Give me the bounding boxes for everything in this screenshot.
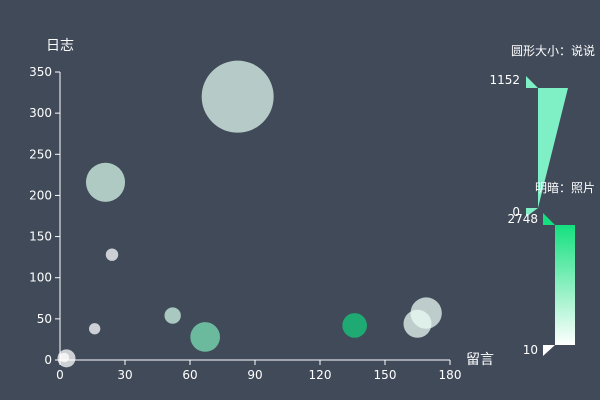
shade-visual-map[interactable]: 明暗：照片 2748 10 xyxy=(507,180,595,357)
x-tick-label: 180 xyxy=(439,368,462,382)
y-tick-label: 50 xyxy=(37,312,52,326)
x-axis-title: 留言 xyxy=(466,352,494,368)
bubble-point[interactable] xyxy=(59,352,70,363)
x-tick-label: 150 xyxy=(374,368,397,382)
bubble-series xyxy=(57,60,442,368)
x-tick-label: 60 xyxy=(182,368,197,382)
size-visual-map-min-label: 0 xyxy=(512,205,520,219)
y-tick-label: 300 xyxy=(29,106,52,120)
y-axis-title: 日志 xyxy=(46,38,74,54)
bubble-point[interactable] xyxy=(85,162,126,202)
y-tick-label: 150 xyxy=(29,230,52,244)
size-visual-map-max-label: 1152 xyxy=(489,73,520,87)
size-visual-map-bottom-handle[interactable] xyxy=(526,208,538,217)
shade-visual-map-title: 明暗：照片 xyxy=(535,180,595,195)
bubble-point[interactable] xyxy=(105,248,119,261)
shade-visual-map-top-handle[interactable] xyxy=(543,213,555,225)
y-axis-ticks: 0 50 100 150 200 250 300 350 xyxy=(29,65,60,367)
bubble-point[interactable] xyxy=(342,313,367,338)
shade-visual-map-bar xyxy=(555,225,575,345)
shade-visual-map-min-label: 10 xyxy=(523,343,538,357)
shade-visual-map-bottom-handle[interactable] xyxy=(543,345,555,356)
y-tick-label: 100 xyxy=(29,271,52,285)
bubble-point[interactable] xyxy=(403,309,432,338)
x-tick-label: 0 xyxy=(56,368,64,382)
shade-visual-map-max-label: 2748 xyxy=(507,212,538,226)
x-tick-label: 90 xyxy=(247,368,262,382)
bubble-point[interactable] xyxy=(190,322,221,352)
size-visual-map-bar xyxy=(538,88,568,208)
y-tick-label: 200 xyxy=(29,188,52,202)
x-axis-ticks: 0 30 60 90 120 150 180 xyxy=(56,360,461,382)
y-tick-label: 0 xyxy=(44,353,52,367)
y-tick-label: 350 xyxy=(29,65,52,79)
size-visual-map-title: 圆形大小：说说 xyxy=(511,43,595,58)
size-visual-map[interactable]: 圆形大小：说说 1152 0 xyxy=(489,43,595,219)
bubble-point[interactable] xyxy=(201,60,274,133)
y-tick-label: 250 xyxy=(29,147,52,161)
bubble-point[interactable] xyxy=(89,323,101,335)
x-tick-label: 120 xyxy=(309,368,332,382)
bubble-point[interactable] xyxy=(164,307,181,324)
size-visual-map-top-handle[interactable] xyxy=(526,76,538,88)
x-tick-label: 30 xyxy=(117,368,132,382)
